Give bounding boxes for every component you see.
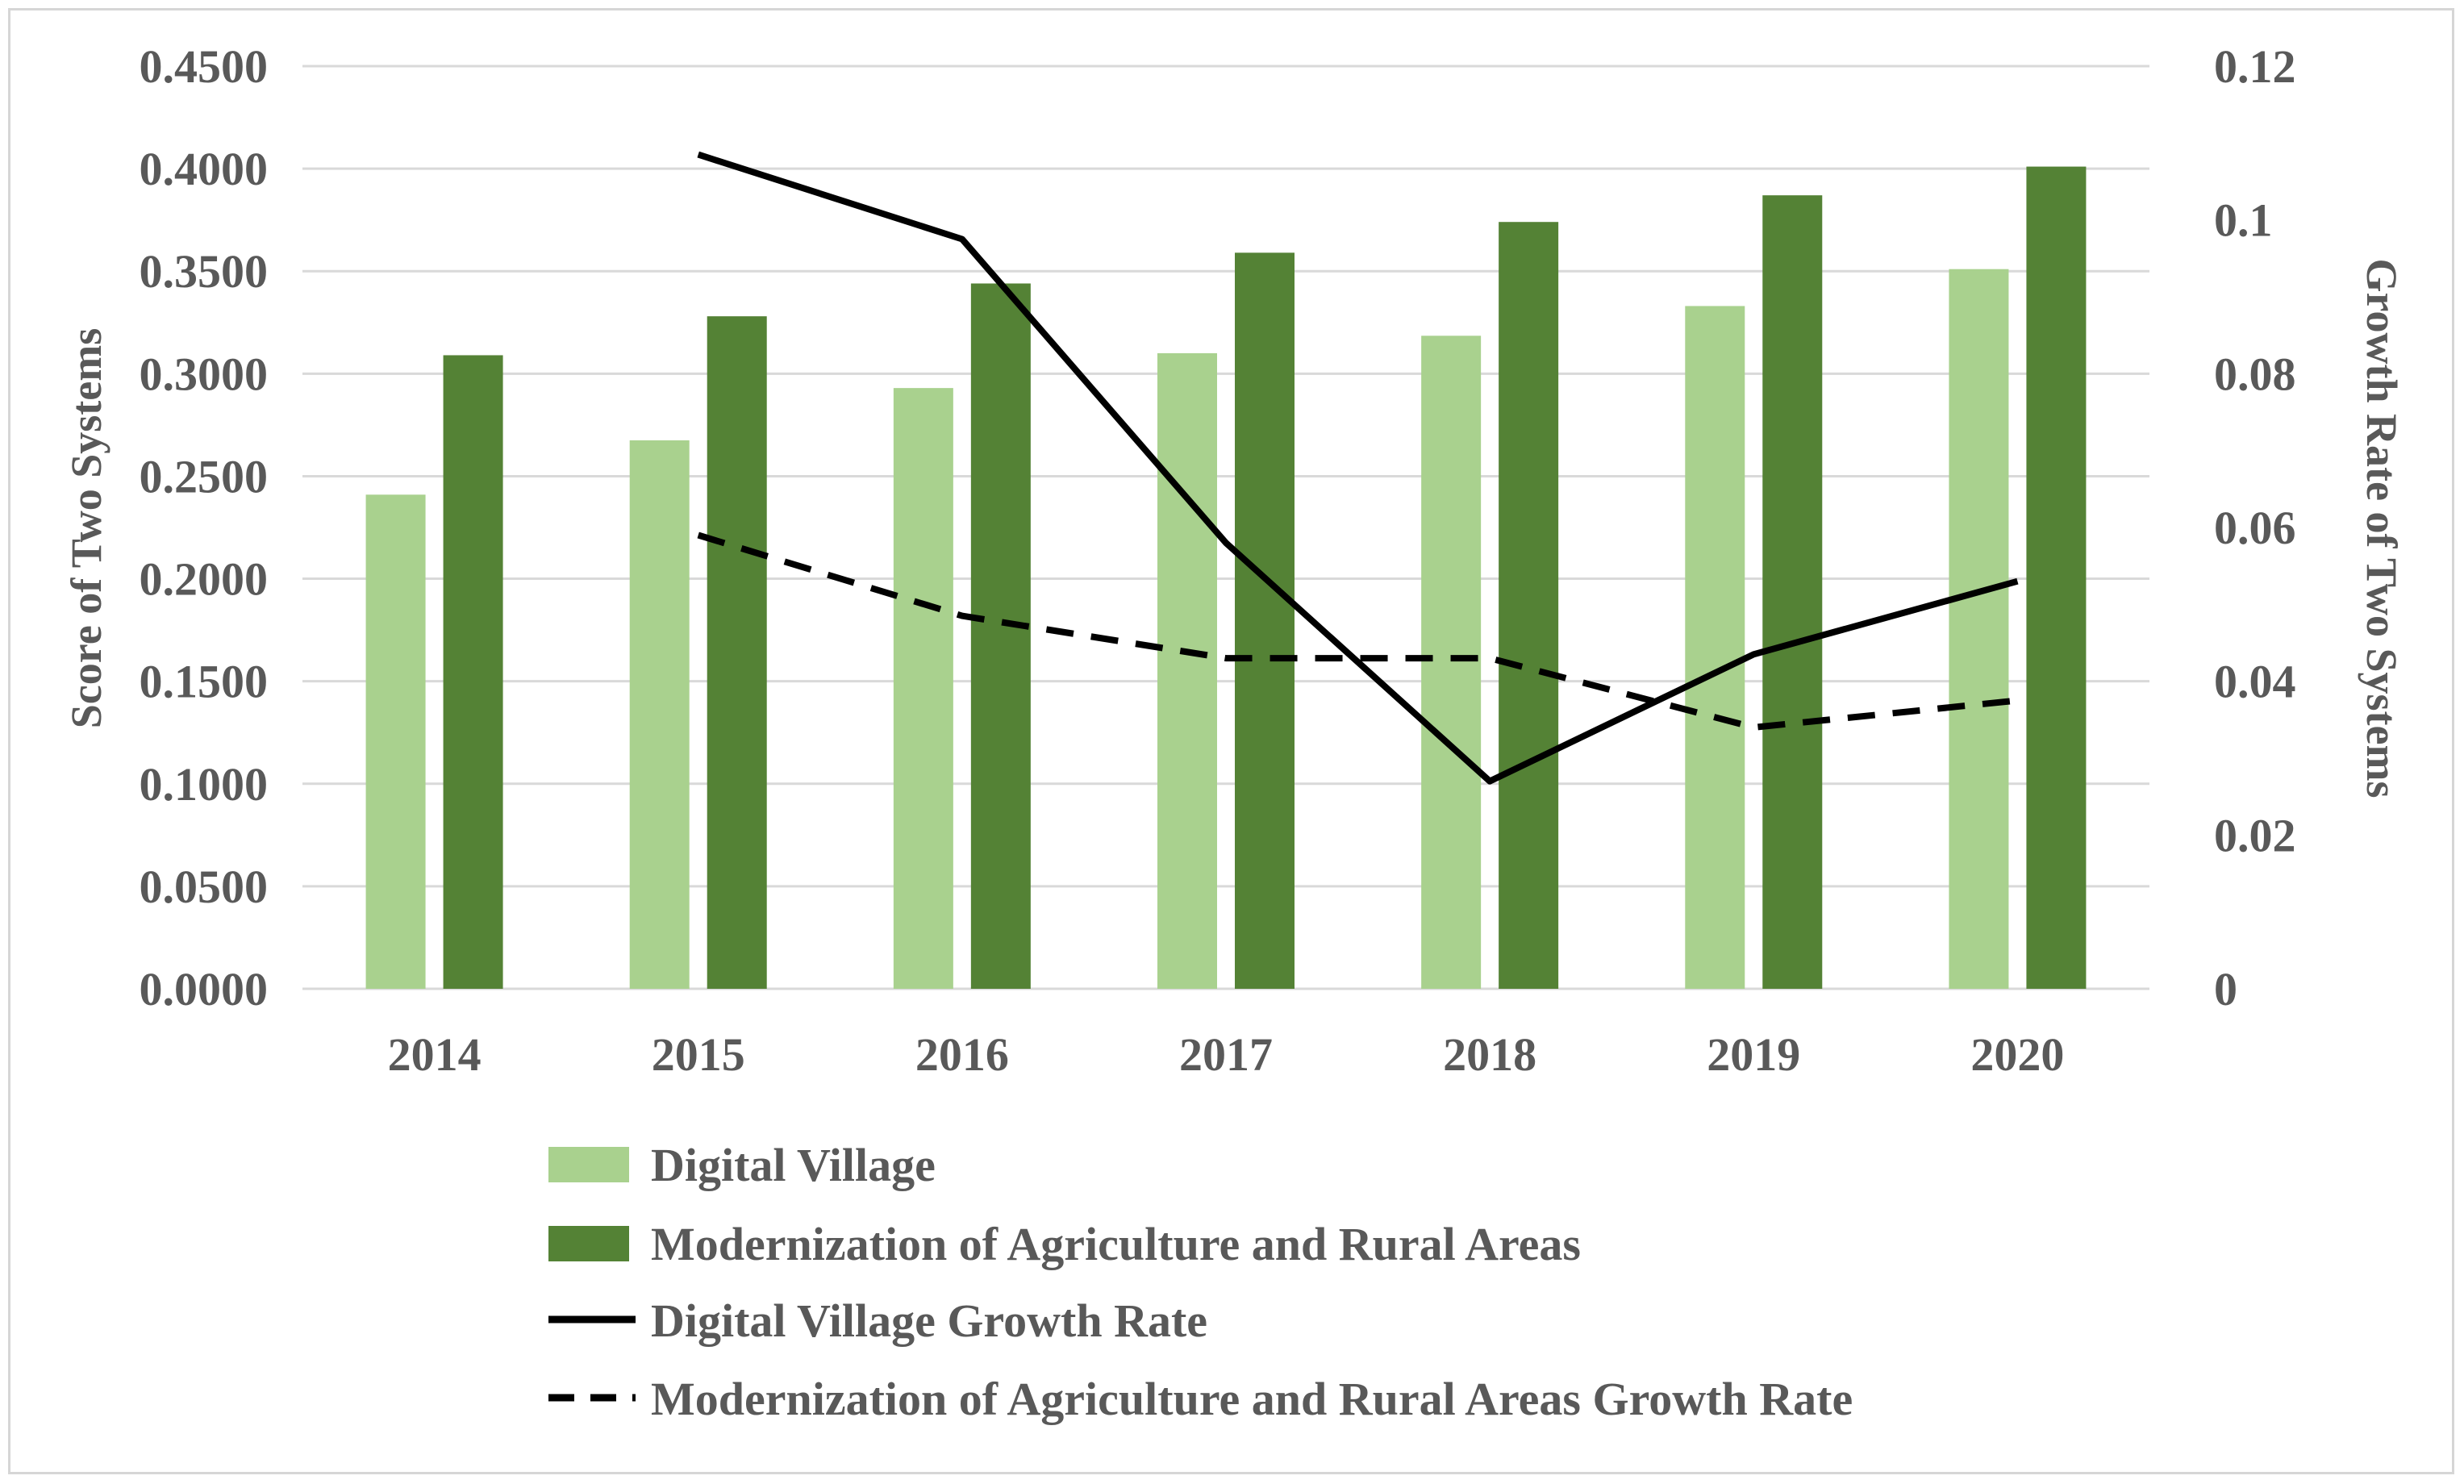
legend: Digital Village Modernization of Agricul…	[548, 1139, 1853, 1425]
bar-modernization	[1235, 252, 1295, 989]
y2-tick-label: 0.12	[2214, 40, 2296, 93]
growth-lines	[697, 151, 2019, 785]
x-tick-label: 2017	[1179, 1028, 1273, 1081]
y2-tick-label: 0.1	[2214, 194, 2273, 247]
x-tick-label: 2016	[915, 1028, 1009, 1081]
y2-tick-label: 0.04	[2214, 656, 2296, 708]
legend-label-modernization: Modernization of Agriculture and Rural A…	[651, 1218, 1581, 1270]
y-tick-label: 0.2500	[140, 450, 269, 502]
y2-tick-label: 0.02	[2214, 809, 2296, 861]
legend-label-digital-village: Digital Village	[651, 1139, 936, 1191]
y2-tick-label: 0.08	[2214, 348, 2296, 400]
y-tick-label: 0.1500	[140, 656, 269, 708]
legend-swatch-modernization	[548, 1226, 629, 1261]
legend-label-digital-village-growth: Digital Village Growth Rate	[651, 1294, 1207, 1347]
x-tick-label: 2019	[1707, 1028, 1800, 1081]
x-tick-label: 2014	[388, 1028, 482, 1081]
bar-digital-village	[1157, 352, 1217, 989]
y-axis-title: Score of Two Systems	[62, 328, 110, 728]
right-axis-ticks: 0 0.02 0.04 0.06 0.08 0.1 0.12	[2214, 40, 2296, 1015]
bar-digital-village	[1421, 336, 1482, 989]
legend-swatch-digital-village	[548, 1147, 629, 1182]
y-tick-label: 0.0000	[140, 963, 269, 1015]
x-tick-label: 2015	[652, 1028, 745, 1081]
bar-digital-village	[629, 440, 690, 989]
y-tick-label: 0.1000	[140, 758, 269, 811]
left-axis-ticks: 0.0000 0.0500 0.1000 0.1500 0.2000 0.2500 0.30…	[140, 40, 269, 1015]
y-tick-label: 0.3500	[140, 245, 269, 298]
bar-modernization	[2026, 166, 2087, 989]
bar-digital-village	[1685, 306, 1745, 989]
bar-modernization	[1499, 222, 1559, 990]
bar-modernization	[707, 316, 767, 989]
x-tick-label: 2020	[1970, 1028, 2064, 1081]
bars	[365, 166, 2087, 990]
y2-axis-title: Growth Rate of Two Systems	[2358, 259, 2406, 798]
bar-modernization	[970, 283, 1031, 989]
y-tick-label: 0.4500	[140, 40, 269, 93]
bar-modernization	[443, 355, 503, 989]
line-digital-village-growth-rate	[697, 151, 2019, 785]
bar-digital-village	[365, 494, 426, 989]
bar-modernization	[1762, 195, 1823, 989]
y-tick-label: 0.4000	[140, 143, 269, 195]
y-tick-label: 0.0500	[140, 861, 269, 913]
legend-label-modernization-growth: Modernization of Agriculture and Rural A…	[651, 1373, 1853, 1425]
x-axis-ticks: 2014 2015 2016 2017 2018 2019 2020	[388, 1028, 2065, 1081]
y2-tick-label: 0	[2214, 963, 2237, 1015]
y2-tick-label: 0.06	[2214, 502, 2296, 554]
bar-digital-village	[893, 388, 953, 989]
line-modernization-growth-rate	[697, 531, 2018, 731]
y-tick-label: 0.3000	[140, 348, 269, 400]
bar-digital-village	[1949, 269, 2009, 989]
y-tick-label: 0.2000	[140, 553, 269, 606]
gridlines	[302, 65, 2149, 990]
x-tick-label: 2018	[1443, 1028, 1536, 1081]
